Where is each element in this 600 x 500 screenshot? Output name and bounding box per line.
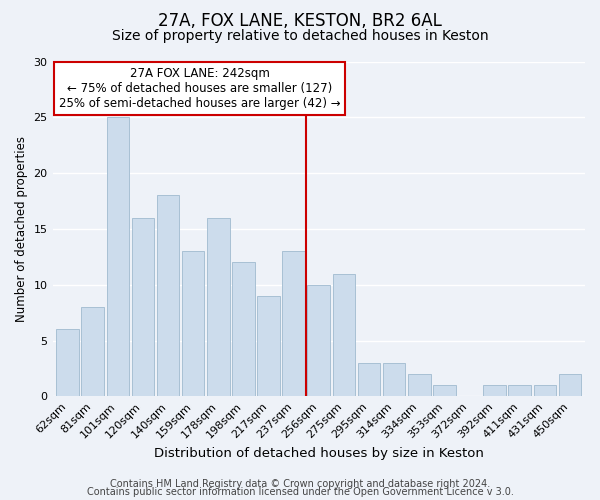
Bar bbox=[358, 363, 380, 396]
Bar bbox=[82, 307, 104, 396]
Bar bbox=[232, 262, 255, 396]
Bar bbox=[559, 374, 581, 396]
Bar bbox=[257, 296, 280, 396]
Bar bbox=[131, 218, 154, 396]
Bar bbox=[307, 284, 330, 397]
X-axis label: Distribution of detached houses by size in Keston: Distribution of detached houses by size … bbox=[154, 447, 484, 460]
Bar bbox=[207, 218, 230, 396]
Bar bbox=[508, 385, 531, 396]
Bar bbox=[56, 330, 79, 396]
Bar bbox=[483, 385, 506, 396]
Bar bbox=[408, 374, 431, 396]
Text: 27A FOX LANE: 242sqm
← 75% of detached houses are smaller (127)
25% of semi-deta: 27A FOX LANE: 242sqm ← 75% of detached h… bbox=[59, 67, 340, 110]
Text: 27A, FOX LANE, KESTON, BR2 6AL: 27A, FOX LANE, KESTON, BR2 6AL bbox=[158, 12, 442, 30]
Bar bbox=[533, 385, 556, 396]
Y-axis label: Number of detached properties: Number of detached properties bbox=[15, 136, 28, 322]
Bar bbox=[107, 118, 129, 396]
Text: Contains HM Land Registry data © Crown copyright and database right 2024.: Contains HM Land Registry data © Crown c… bbox=[110, 479, 490, 489]
Bar bbox=[157, 196, 179, 396]
Text: Size of property relative to detached houses in Keston: Size of property relative to detached ho… bbox=[112, 29, 488, 43]
Bar bbox=[283, 251, 305, 396]
Bar bbox=[383, 363, 406, 396]
Bar bbox=[182, 251, 205, 396]
Text: Contains public sector information licensed under the Open Government Licence v : Contains public sector information licen… bbox=[86, 487, 514, 497]
Bar bbox=[332, 274, 355, 396]
Bar bbox=[433, 385, 455, 396]
